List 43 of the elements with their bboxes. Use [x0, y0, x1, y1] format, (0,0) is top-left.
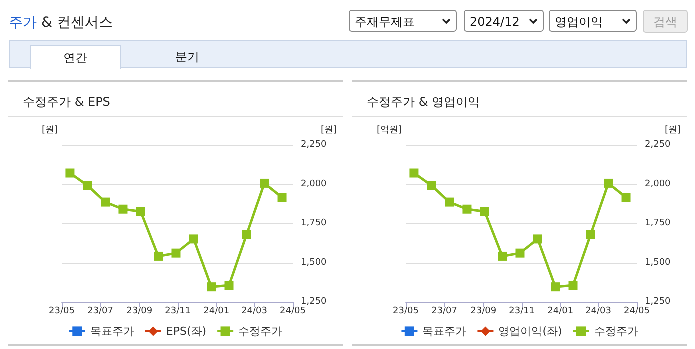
text: 연간 [30, 45, 121, 69]
x-tick-label: 23/11 [509, 306, 536, 316]
x-tick-label: 24/01 [548, 306, 574, 316]
text: 영업이익 [549, 10, 637, 32]
y2-tick-label: 1,250 [301, 297, 328, 307]
x-tick-label: 24/01 [204, 306, 230, 316]
text: 주가 & 컨센서스 [9, 15, 113, 31]
text: 주재무제표 [349, 10, 457, 32]
y2-axis-title: [원] [321, 126, 338, 136]
y2-tick-label: 2,250 [645, 140, 672, 150]
chart-title: 수정주가 & EPS [23, 95, 110, 109]
x-tick-label: 23/09 [126, 306, 153, 316]
x-tick-label: 24/05 [280, 306, 306, 316]
x-tick-label: 23/11 [165, 306, 192, 316]
legend-label: 수정주가 [594, 325, 638, 338]
y2-tick-label: 2,000 [301, 179, 328, 190]
y2-tick-label: 1,750 [645, 218, 672, 228]
y2-tick-label: 1,500 [301, 258, 328, 268]
y2-tick-label: 1,250 [645, 297, 672, 307]
y-axis-title: [원] [42, 126, 58, 136]
text: 2024/12 [464, 10, 544, 32]
x-tick-label: 23/07 [432, 306, 458, 316]
y2-axis-title: [원] [665, 126, 682, 136]
y2-tick-label: 1,750 [301, 218, 328, 228]
chart-title: 수정주가 & 영업이익 [367, 95, 480, 109]
x-tick-label: 23/07 [88, 306, 114, 316]
y2-tick-label: 1,500 [645, 258, 672, 268]
x-tick-label: 24/05 [624, 306, 650, 316]
y2-tick-label: 2,000 [645, 179, 672, 190]
legend-label: EPS(좌) [166, 325, 207, 338]
legend-label: 수정주가 [238, 325, 283, 338]
text: 검색 [643, 10, 688, 33]
y2-tick-label: 2,250 [301, 140, 328, 150]
legend-label: 목표주가 [90, 325, 134, 338]
legend-label: 목표주가 [422, 325, 467, 338]
x-tick-label: 23/05 [49, 306, 75, 316]
legend-label: 영업이익(좌) [498, 325, 562, 338]
text: 분기 [174, 49, 200, 66]
x-tick-label: 24/03 [586, 306, 612, 316]
x-tick-label: 24/03 [242, 306, 268, 316]
y-axis-title: [억원] [376, 126, 402, 136]
x-tick-label: 23/05 [393, 306, 419, 316]
x-tick-label: 23/09 [470, 306, 497, 316]
